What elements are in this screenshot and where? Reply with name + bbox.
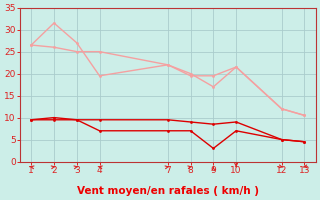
X-axis label: Vent moyen/en rafales ( km/h ): Vent moyen/en rafales ( km/h ): [77, 186, 259, 196]
